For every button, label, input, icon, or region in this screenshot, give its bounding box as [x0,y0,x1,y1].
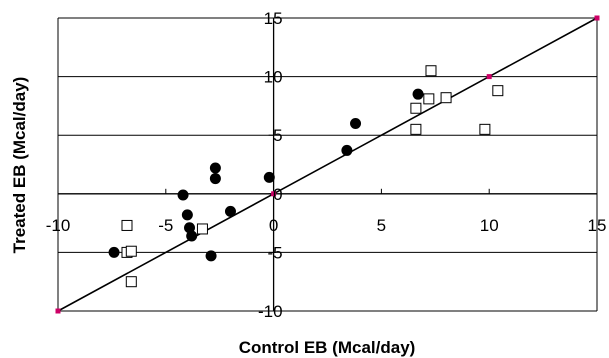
identity-line-marker [271,191,277,197]
open-square-point [440,92,452,104]
open-square-point [125,245,137,257]
y-tick-label: 5 [273,126,282,145]
filled-circle-point [177,189,189,201]
x-tick-labels: -10 -5 0 5 10 15 [46,216,607,235]
identity-line-marker [594,15,600,21]
x-axis-label: Control EB (Mcal/day) [239,338,416,357]
open-square-point [425,65,437,77]
y-tick-label: -10 [258,302,283,321]
filled-circle-point [186,230,198,242]
filled-circle-point [412,88,424,100]
x-tick-label: -10 [46,216,71,235]
open-square-point [423,93,435,105]
y-axis [268,17,275,312]
open-square-point [410,123,422,135]
grid-lines [58,17,597,312]
filled-circle-point [224,205,236,217]
x-tick-label: 0 [269,216,278,235]
filled-circle-point [350,117,362,129]
open-square-point [121,219,133,231]
identity-line-marker [486,74,492,80]
x-tick-label: 10 [480,216,499,235]
x-tick-label: -5 [158,216,173,235]
open-square-point [410,102,422,114]
filled-circle-point [209,173,221,185]
identity-line-path [57,17,598,312]
x-axis [57,188,598,195]
plot-frame [57,18,598,311]
y-axis-label: Treated EB (Mcal/day) [10,77,29,254]
open-square-point [125,276,137,288]
x-tick-label: 5 [377,216,386,235]
open-square-point [492,85,504,97]
filled-circle-point [205,250,217,262]
filled-circle-point [209,162,221,174]
data-points [108,65,504,288]
y-tick-label: 10 [264,68,283,87]
open-square-point [479,123,491,135]
filled-circle-point [341,144,353,156]
filled-circle-point [263,171,275,183]
y-tick-labels: -10 -5 0 5 10 15 [258,9,283,321]
open-square-point [196,223,208,235]
y-tick-label: 0 [273,185,282,204]
x-tick-label: 15 [588,216,607,235]
y-tick-label: -5 [267,243,282,262]
identity-line [55,15,600,314]
filled-circle-point [108,246,120,258]
y-tick-label: 15 [264,9,283,28]
identity-line-marker [55,308,61,314]
filled-circle-point [181,209,193,221]
